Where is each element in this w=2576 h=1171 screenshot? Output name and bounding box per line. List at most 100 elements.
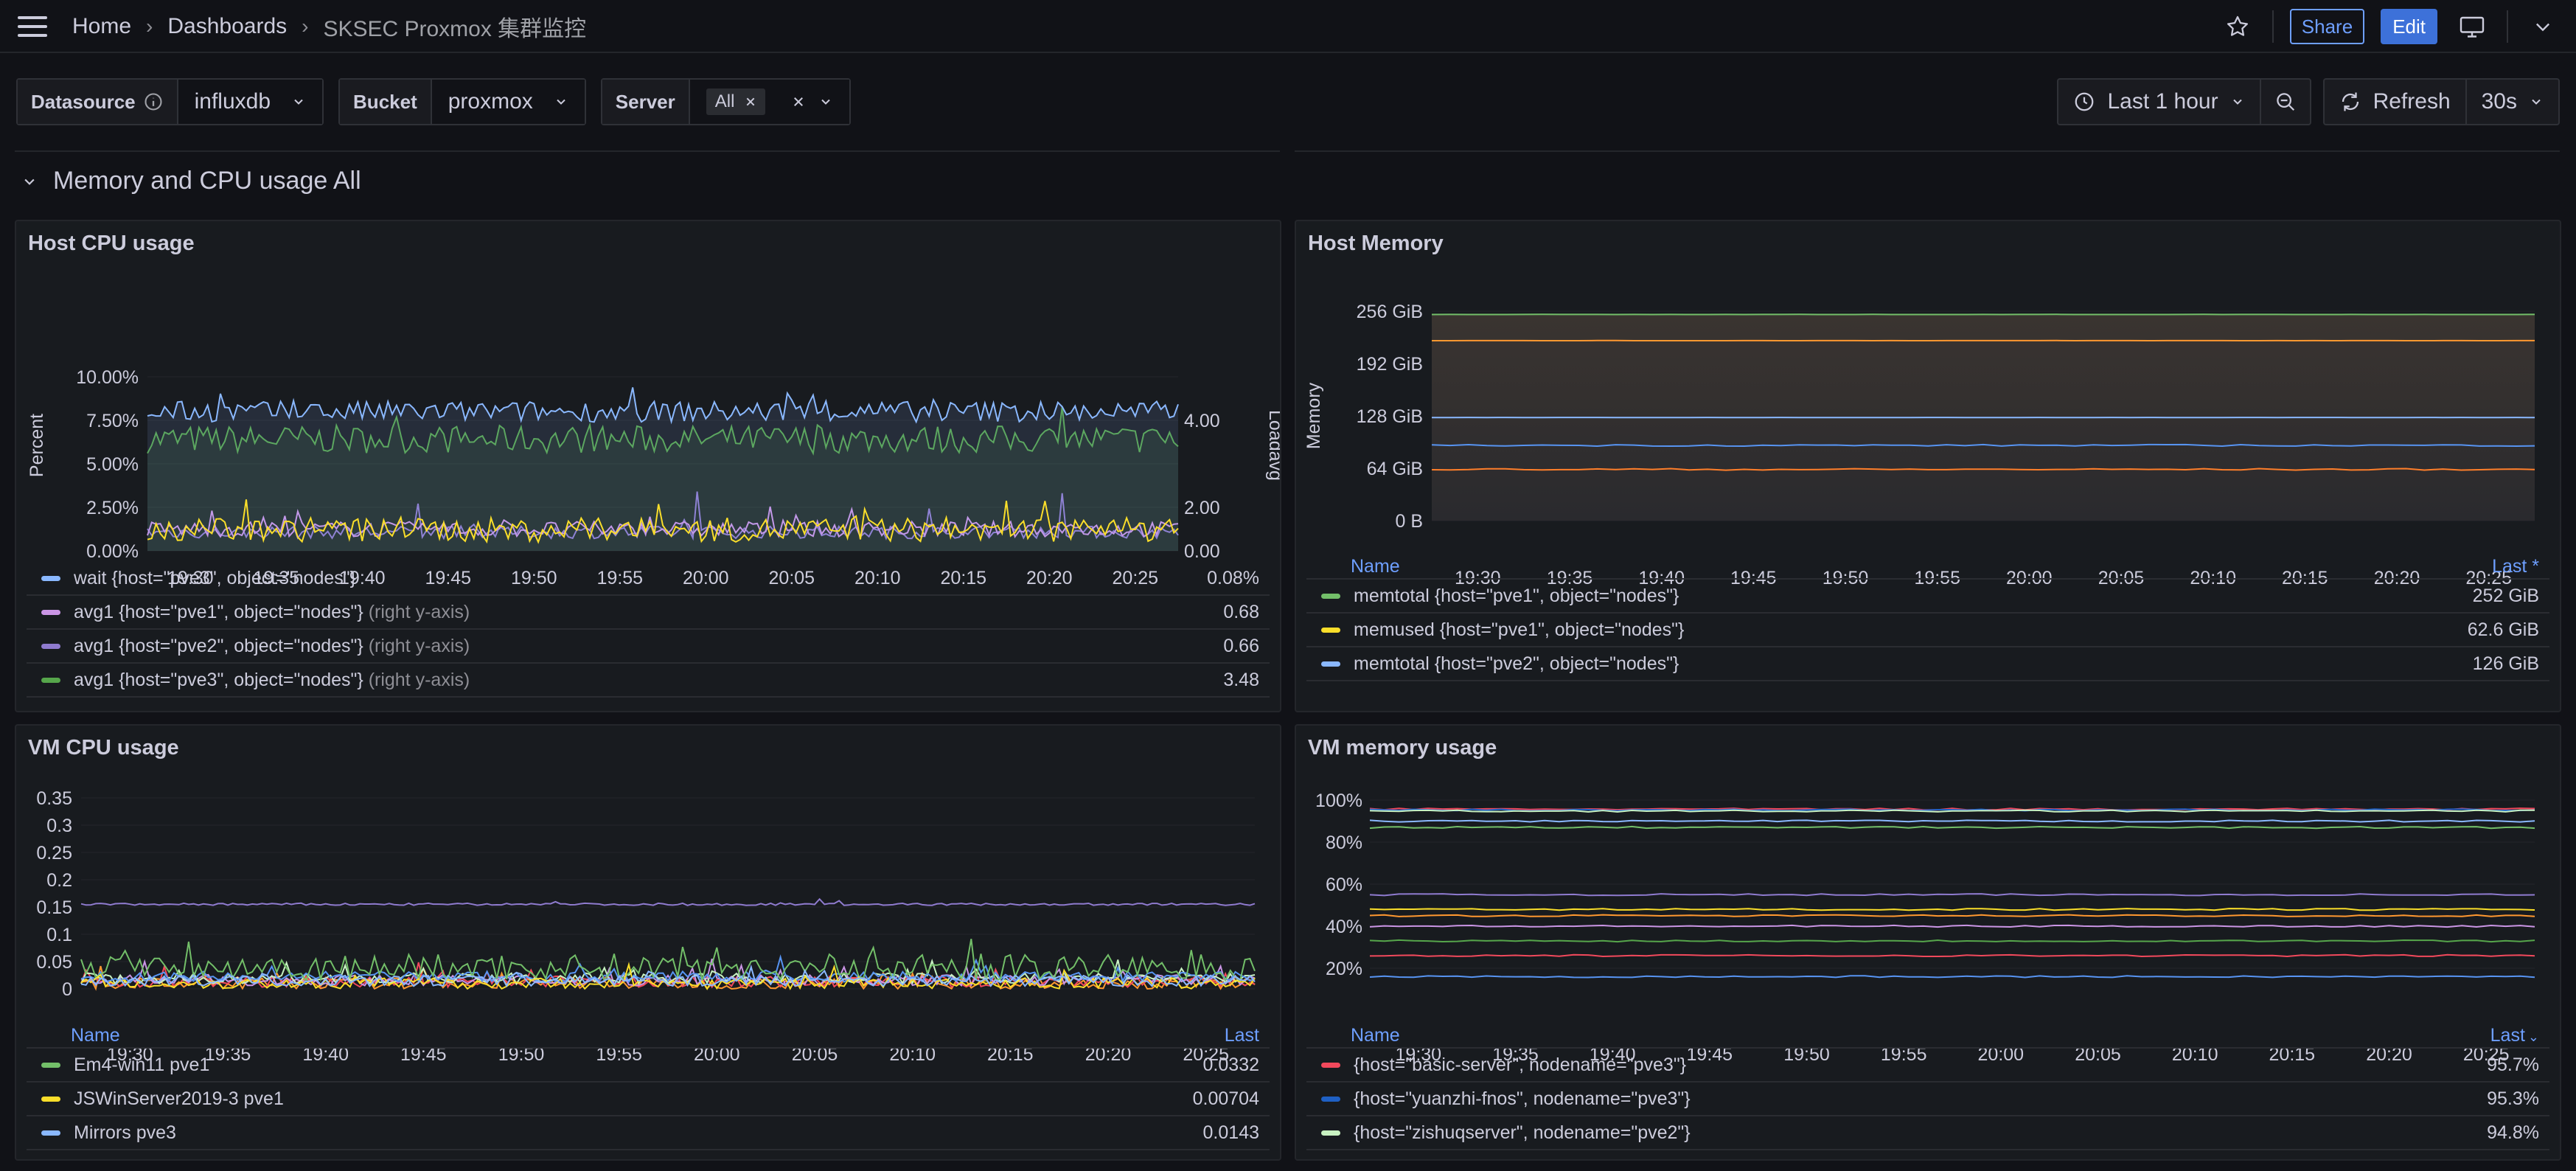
refresh-button[interactable]: Refresh: [2325, 80, 2465, 124]
breadcrumb: Home › Dashboards › SKSEC Proxmox 集群监控: [72, 10, 586, 43]
bucket-select[interactable]: proxmox: [431, 80, 585, 124]
legend: Name Last Em4-win11 pve1 0.0332 JSWinServ…: [27, 1024, 1270, 1150]
legend-col-last-label: Last: [2490, 1024, 2525, 1046]
legend-swatch: [41, 1062, 60, 1068]
chevron-down-icon[interactable]: [2524, 8, 2561, 45]
bucket-value: proxmox: [448, 89, 533, 114]
remove-chip-icon[interactable]: [745, 96, 756, 108]
legend-row[interactable]: avg1 {host="pve2", object="nodes"} (righ…: [27, 630, 1270, 664]
legend-row[interactable]: avg1 {host="pve3", object="nodes"} (righ…: [27, 664, 1270, 698]
legend-swatch: [41, 1130, 60, 1136]
edit-button[interactable]: Edit: [2381, 9, 2437, 44]
panel-host-memory: Host Memory 0 B 64 GiB 128 GiB 192 GiB 2…: [1295, 220, 2561, 712]
legend-swatch: [41, 575, 60, 581]
series-line: [1369, 908, 2535, 911]
row-header[interactable]: Memory and CPU usage All: [22, 167, 361, 195]
chevron-down-icon: [294, 99, 303, 105]
refresh-group: Refresh 30s: [2322, 78, 2560, 125]
series-line: [1431, 468, 2535, 471]
host-cpu-chart: 0.00% 2.50% 5.00% 7.50% 10.00% 0.00 2.00…: [27, 367, 1281, 588]
legend-value: 0.66: [1223, 635, 1259, 656]
x-tick: 19:30: [167, 568, 214, 588]
legend-value: 0.00704: [1192, 1088, 1259, 1109]
series-line-vm-cpu-extra: [80, 954, 1256, 984]
series-line: [1369, 819, 2535, 823]
legend-col-name[interactable]: Name: [71, 1024, 120, 1046]
x-tick: 20:10: [854, 568, 901, 588]
chevron-down-icon: [557, 99, 565, 105]
refresh-interval-picker[interactable]: 30s: [2465, 80, 2558, 124]
legend: Name Last ⌄ {host="basic-server", nodenam…: [1306, 1024, 2549, 1150]
legend-row[interactable]: memtotal {host="pve2", object="nodes"} 12…: [1306, 647, 2549, 681]
server-select[interactable]: All: [689, 80, 850, 124]
legend-name: avg1 {host="pve1", object="nodes"}: [74, 601, 363, 622]
y-tick: 192 GiB: [1357, 354, 1423, 375]
series-group: [1431, 313, 2535, 521]
datasource-select[interactable]: influxdb: [178, 80, 323, 124]
legend-value: 3.48: [1223, 669, 1259, 690]
x-tick: 20:15: [941, 568, 987, 588]
breadcrumb-home[interactable]: Home: [72, 14, 132, 38]
series-line: [1369, 939, 2535, 943]
top-nav-bar: Home › Dashboards › SKSEC Proxmox 集群监控 S…: [0, 0, 2576, 53]
info-icon[interactable]: [143, 91, 164, 112]
datasource-value: influxdb: [194, 89, 271, 114]
series-line: [1369, 924, 2535, 928]
legend-row[interactable]: {host="yuanzhi-fnos", nodename="pve3"} 95…: [1306, 1083, 2549, 1116]
datasource-label: Datasource: [18, 80, 178, 124]
legend-row[interactable]: wait {host="pve3", object="nodes"} 0.08%: [27, 562, 1270, 596]
time-controls: Last 1 hour Refresh 30s: [2057, 78, 2560, 125]
legend-col-name[interactable]: Name: [1351, 1024, 1400, 1046]
y-tick: 128 GiB: [1357, 406, 1423, 427]
x-tick: 19:40: [339, 568, 386, 588]
panel-title: VM CPU usage: [28, 736, 179, 760]
y-tick: 0: [62, 979, 72, 1000]
area-fill: [1432, 534, 2353, 538]
legend-row[interactable]: memused {host="pve1", object="nodes"} 62.…: [1306, 614, 2549, 647]
legend-row[interactable]: Em4-win11 pve1 0.0332: [27, 1049, 1270, 1083]
y-tick: 40%: [1326, 917, 1362, 937]
gridlines: [147, 376, 1178, 552]
clear-icon[interactable]: [792, 95, 805, 108]
row-divider: [1295, 150, 2560, 152]
series-line-wait: [147, 387, 1179, 425]
x-tick: 19:55: [597, 568, 644, 588]
legend-col-last[interactable]: Last *: [2492, 555, 2539, 577]
legend-swatch: [1321, 1130, 1340, 1136]
legend-col-last[interactable]: Last ⌄: [2490, 1025, 2539, 1046]
legend-col-last[interactable]: Last: [1224, 1024, 1259, 1046]
y-tick: 0.15: [36, 897, 72, 918]
series-line: [1369, 807, 2535, 811]
y-tick: 5.00%: [86, 454, 139, 475]
series-line-em4-win11: [80, 939, 1256, 983]
panel-host-cpu: Host CPU usage 0.00% 2.50% 5.00% 7.50% 1…: [15, 220, 1281, 712]
time-range-group: Last 1 hour: [2057, 78, 2311, 125]
clock-icon: [2075, 92, 2094, 111]
tv-mode-icon[interactable]: [2454, 8, 2490, 45]
star-icon[interactable]: [2219, 8, 2256, 45]
x-tick: 19:35: [254, 568, 300, 588]
series-line: [1369, 809, 2535, 813]
legend-row[interactable]: JSWinServer2019-3 pve1 0.00704: [27, 1083, 1270, 1116]
legend-name: {host="zishuqserver", nodename="pve2"}: [1354, 1122, 1691, 1143]
chevron-right-icon: ›: [146, 15, 153, 38]
time-range-picker[interactable]: Last 1 hour: [2058, 80, 2259, 124]
zoom-out-button[interactable]: [2259, 80, 2310, 124]
share-button[interactable]: Share: [2289, 9, 2365, 44]
series-line: [1369, 893, 2535, 897]
breadcrumb-dashboards[interactable]: Dashboards: [167, 14, 288, 38]
legend-row[interactable]: avg1 {host="pve1", object="nodes"} (righ…: [27, 596, 1270, 630]
legend-row[interactable]: {host="basic-server", nodename="pve3"} 95…: [1306, 1049, 2549, 1083]
panel-vm-cpu: VM CPU usage 0 0.05 0.1 0.15 0.2 0.25 0.…: [15, 724, 1281, 1161]
bucket-variable: Bucket proxmox: [338, 78, 586, 125]
y-axis-right-label: Loadavg: [1265, 410, 1281, 481]
y-tick: 0.35: [36, 788, 72, 809]
legend-name: memtotal {host="pve1", object="nodes"}: [1354, 585, 1679, 606]
legend-row[interactable]: memtotal {host="pve1", object="nodes"} 25…: [1306, 580, 2549, 614]
menu-icon[interactable]: [15, 10, 50, 43]
zoom-out-icon: [2276, 93, 2294, 111]
legend-row[interactable]: Mirrors pve3 0.0143: [27, 1116, 1270, 1150]
y-tick: 0 B: [1395, 511, 1423, 532]
legend-col-name[interactable]: Name: [1351, 555, 1400, 577]
legend-row[interactable]: {host="zishuqserver", nodename="pve2"} 94…: [1306, 1116, 2549, 1150]
